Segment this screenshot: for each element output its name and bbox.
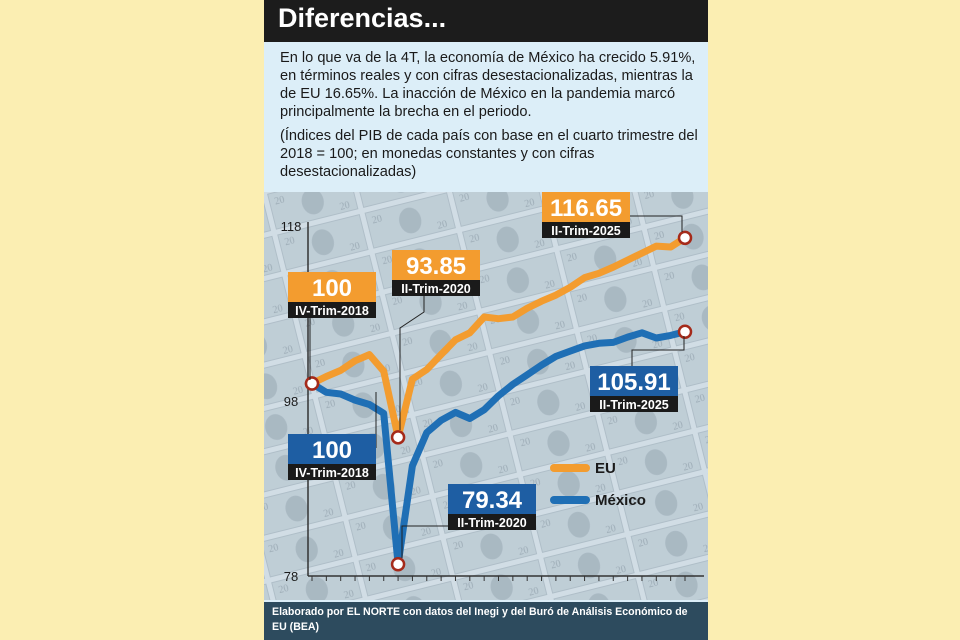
callout-mx-end: 105.91 II-Trim-2025 [590, 336, 685, 412]
y-tick-label: 98 [284, 394, 298, 409]
value-box [590, 366, 678, 396]
period-label: IV-Trim-2018 [295, 304, 369, 318]
title-bar: Diferencias... [264, 0, 708, 42]
point-low [390, 557, 406, 572]
period-box [542, 222, 630, 238]
period-label: IV-Trim-2018 [295, 466, 369, 480]
chart-legend: EU México [550, 460, 646, 509]
leader-line [631, 336, 685, 366]
callout-eu-end: 116.65 II-Trim-2025 [542, 192, 683, 238]
callout-eu-low: 93.85 II-Trim-2020 [392, 250, 480, 430]
chart-lines [304, 230, 693, 572]
infographic-card: Diferencias... En lo que va de la 4T, la… [264, 0, 708, 640]
y-tick-label: 118 [281, 219, 302, 234]
callout-mx-low: 79.34 II-Trim-2020 [401, 484, 536, 558]
period-label: II-Trim-2020 [401, 282, 471, 296]
point-low [390, 430, 406, 445]
leader-line [630, 215, 683, 232]
leader-line [399, 296, 425, 430]
legend-label-eu: EU [595, 460, 616, 477]
point-end [677, 230, 693, 246]
point-start [304, 376, 320, 391]
leader-line [401, 525, 448, 558]
period-box [288, 302, 376, 318]
period-label: II-Trim-2020 [457, 516, 527, 530]
value-label: 79.34 [462, 487, 523, 514]
value-box [288, 434, 376, 464]
period-label: II-Trim-2025 [551, 224, 621, 238]
period-box [448, 514, 536, 530]
period-label: II-Trim-2025 [599, 398, 669, 412]
value-label: 93.85 [406, 253, 466, 280]
value-label: 100 [312, 275, 352, 302]
value-box [288, 272, 376, 302]
value-label: 116.65 [550, 195, 622, 222]
callout-mx-start: 100 IV-Trim-2018 [288, 392, 377, 480]
y-tick-label: 78 [284, 569, 298, 584]
point-end [677, 324, 693, 340]
value-label: 105.91 [597, 369, 670, 396]
period-box [288, 464, 376, 480]
chart-labels: 100 IV-Trim-2018 93.85 II-Trim-2020 116.65 II… [288, 192, 685, 558]
legend-label-mexico: México [595, 492, 646, 509]
series-line-mexico [308, 328, 689, 568]
period-box [590, 396, 678, 412]
source-note: Elaborado por EL NORTE con datos del Ine… [272, 606, 688, 633]
page-title: Diferencias... [278, 3, 447, 33]
description-text: En lo que va de la 4T, la economía de Mé… [280, 50, 696, 120]
footer: Elaborado por EL NORTE con datos del Ine… [264, 602, 708, 640]
value-box [448, 484, 536, 514]
value-box [542, 192, 630, 222]
period-box [392, 280, 480, 296]
note-text: (Índices del PIB de cada país con base e… [280, 128, 698, 180]
callout-eu-start: 100 IV-Trim-2018 [288, 272, 376, 380]
value-label: 100 [312, 437, 352, 464]
value-box [392, 250, 480, 280]
series-line-eu [308, 234, 689, 441]
